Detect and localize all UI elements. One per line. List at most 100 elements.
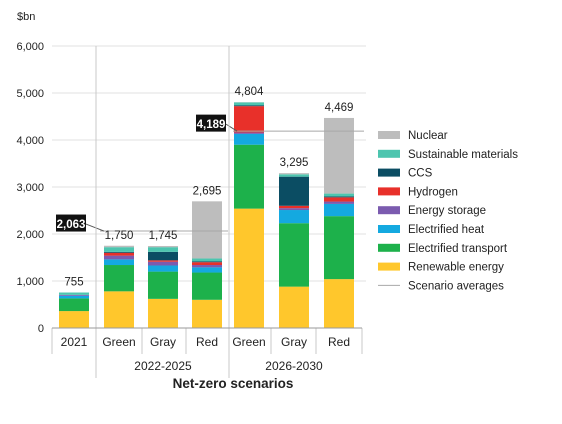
bar-segment bbox=[192, 299, 222, 328]
bar-segment bbox=[234, 208, 264, 328]
bar-segment bbox=[104, 291, 134, 328]
y-tick-label: 3,000 bbox=[16, 182, 44, 194]
legend-swatch bbox=[378, 262, 400, 271]
callout-leader bbox=[225, 123, 238, 132]
legend-swatch bbox=[378, 131, 400, 139]
bar-segment bbox=[104, 251, 134, 253]
legend-label: Scenario averages bbox=[408, 280, 504, 292]
bar-segment bbox=[324, 197, 354, 202]
x-category-label: Red bbox=[196, 335, 218, 349]
x-category-label: Gray bbox=[281, 335, 307, 349]
bar-segment bbox=[234, 144, 264, 209]
bar-segment bbox=[234, 105, 264, 107]
bar-segment bbox=[59, 294, 89, 296]
bar-segment bbox=[192, 258, 222, 262]
bar-segment bbox=[192, 261, 222, 263]
bar-segment bbox=[148, 298, 178, 328]
x-category-label: Red bbox=[328, 335, 350, 349]
bar-segment bbox=[192, 267, 222, 273]
legend-label: Nuclear bbox=[408, 130, 448, 142]
bar-segment bbox=[192, 201, 222, 259]
bar-segment bbox=[104, 252, 134, 256]
x-category-label: Green bbox=[102, 335, 135, 349]
bar-segment bbox=[234, 133, 264, 145]
scenario-average-value: 4,189 bbox=[197, 119, 226, 131]
y-tick-label: 0 bbox=[38, 323, 44, 335]
scenario-average-callout bbox=[196, 114, 226, 132]
total-label: 3,295 bbox=[280, 157, 309, 169]
bar-segment bbox=[234, 102, 264, 106]
bar-segment bbox=[104, 255, 134, 260]
bar-segment bbox=[192, 265, 222, 268]
legend-label: Energy storage bbox=[408, 205, 486, 217]
bar-segment bbox=[104, 259, 134, 266]
total-label: 755 bbox=[64, 277, 83, 289]
bar-segment bbox=[324, 201, 354, 204]
y-tick-label: 2,000 bbox=[16, 229, 44, 241]
bar-segment bbox=[59, 295, 89, 299]
total-label: 4,804 bbox=[235, 86, 264, 98]
bar-segment bbox=[59, 292, 89, 295]
x-group-label: 2026-2030 bbox=[265, 359, 323, 373]
total-label: 2,695 bbox=[193, 185, 222, 197]
bar-segment bbox=[279, 223, 309, 287]
total-labels: 755 1,750 1,745 2,695 4,804 3,295 4,469 bbox=[64, 86, 353, 288]
total-label: 4,469 bbox=[325, 102, 354, 114]
legend: Nuclear Sustainable materials CCS Hydrogen E… bbox=[378, 130, 518, 292]
y-tick-label: 6,000 bbox=[16, 41, 44, 53]
scenario-average-lines: 2,063 4,189 bbox=[56, 114, 364, 232]
bar-segment bbox=[279, 286, 309, 328]
y-tick-label: 5,000 bbox=[16, 88, 44, 100]
bar-segment bbox=[324, 193, 354, 197]
bar-segment bbox=[234, 132, 264, 134]
callout-leader bbox=[85, 223, 105, 232]
bar-segment bbox=[104, 265, 134, 292]
bar-stacks bbox=[59, 102, 354, 328]
bar-segment bbox=[192, 272, 222, 300]
bar-segment bbox=[148, 260, 178, 262]
x-axis-title: Net-zero scenarios bbox=[173, 376, 294, 391]
bar-segment bbox=[148, 247, 178, 252]
bar-segment bbox=[324, 117, 354, 194]
bar-segment bbox=[192, 262, 222, 266]
bar-segment bbox=[234, 106, 264, 133]
bar-segment bbox=[148, 251, 178, 261]
bar-segment bbox=[104, 245, 134, 248]
legend-label: Electrified heat bbox=[408, 224, 485, 236]
legend-label: Renewable energy bbox=[408, 262, 504, 274]
bar-segment bbox=[279, 176, 309, 206]
y-tick-label: 4,000 bbox=[16, 135, 44, 147]
total-label: 1,745 bbox=[149, 230, 178, 242]
legend-swatch bbox=[378, 243, 400, 252]
legend-swatch bbox=[378, 206, 400, 215]
legend-label: Electrified transport bbox=[408, 243, 508, 255]
bar-segment bbox=[59, 298, 89, 312]
bar-segment bbox=[324, 216, 354, 280]
y-tick-label: 1,000 bbox=[16, 276, 44, 288]
x-group-label: 2022-2025 bbox=[134, 359, 192, 373]
legend-swatch bbox=[378, 225, 400, 233]
bar-segment bbox=[279, 205, 309, 209]
legend-label: Sustainable materials bbox=[408, 149, 518, 161]
bar-segment bbox=[324, 203, 354, 217]
legend-swatch bbox=[378, 149, 400, 158]
total-label: 1,750 bbox=[105, 230, 134, 242]
x-category-label: Gray bbox=[150, 335, 176, 349]
bar-segment bbox=[148, 245, 178, 248]
legend-swatch bbox=[378, 168, 400, 177]
bar-segment bbox=[324, 279, 354, 328]
bar-segment bbox=[148, 265, 178, 272]
x-category-label: 2021 bbox=[61, 335, 88, 349]
scenario-average-value: 2,063 bbox=[57, 219, 86, 231]
bar-segment bbox=[279, 174, 309, 177]
legend-label: Hydrogen bbox=[408, 186, 458, 198]
x-category-label: Green bbox=[232, 335, 265, 349]
bar-segment bbox=[324, 196, 354, 198]
scenario-average-callout bbox=[56, 214, 86, 232]
bar-segment bbox=[279, 173, 309, 175]
legend-swatch bbox=[378, 187, 400, 196]
bar-segment bbox=[279, 210, 309, 224]
bar-segment bbox=[279, 208, 309, 211]
gridlines bbox=[52, 45, 366, 282]
